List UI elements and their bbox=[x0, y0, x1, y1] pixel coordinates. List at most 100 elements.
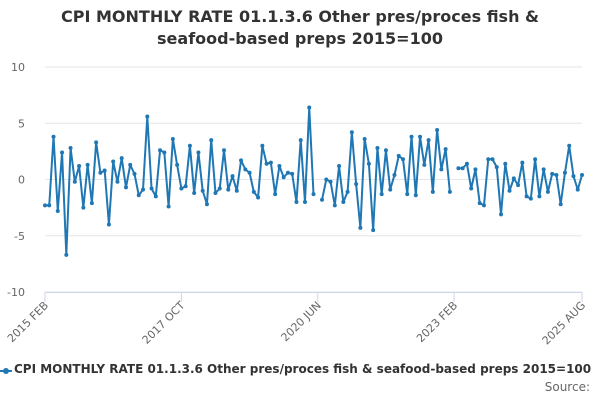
data-point bbox=[375, 146, 380, 150]
data-point bbox=[554, 173, 559, 177]
data-point bbox=[494, 165, 499, 170]
data-point bbox=[222, 148, 226, 153]
data-point bbox=[571, 174, 576, 179]
data-point bbox=[486, 157, 491, 162]
data-point bbox=[51, 134, 56, 139]
data-point bbox=[371, 228, 376, 233]
data-point bbox=[328, 179, 333, 184]
data-point bbox=[98, 170, 103, 175]
data-point bbox=[533, 157, 538, 162]
data-point bbox=[119, 156, 124, 161]
data-point bbox=[392, 173, 397, 177]
data-point bbox=[85, 162, 90, 167]
data-point bbox=[77, 164, 82, 168]
data-point bbox=[226, 187, 231, 192]
data-point bbox=[55, 209, 60, 213]
y-tick-label: -5 bbox=[14, 230, 25, 243]
data-point bbox=[511, 176, 516, 181]
data-point bbox=[469, 186, 474, 191]
data-point bbox=[273, 192, 278, 197]
data-point bbox=[239, 158, 244, 163]
data-point bbox=[396, 153, 401, 158]
data-point bbox=[260, 143, 265, 148]
y-axis: 10 5 0 -5 -10 bbox=[7, 61, 25, 299]
data-point bbox=[256, 195, 261, 200]
data-point bbox=[405, 192, 410, 197]
data-point bbox=[123, 185, 128, 190]
y-tick-label: 5 bbox=[18, 117, 25, 130]
data-point bbox=[68, 146, 73, 150]
data-point bbox=[213, 191, 218, 195]
data-point bbox=[516, 183, 521, 188]
data-point bbox=[277, 164, 282, 168]
data-point bbox=[43, 203, 47, 208]
data-point bbox=[332, 203, 337, 208]
source-label: Source: bbox=[544, 380, 590, 394]
x-tick-label: 2020 JUN bbox=[279, 299, 324, 344]
data-point bbox=[311, 192, 316, 197]
data-point bbox=[345, 189, 350, 194]
data-point bbox=[580, 173, 584, 177]
data-point bbox=[349, 130, 354, 135]
data-point bbox=[183, 184, 188, 189]
data-point bbox=[550, 171, 555, 176]
data-point bbox=[81, 205, 86, 210]
legend[interactable]: CPI MONTHLY RATE 01.1.3.6 Other pres/pro… bbox=[0, 362, 600, 380]
data-point bbox=[251, 189, 256, 194]
x-tick-label: 2015 FEB bbox=[5, 299, 51, 345]
data-point bbox=[388, 187, 393, 192]
data-point bbox=[175, 162, 180, 167]
data-point bbox=[162, 150, 167, 155]
data-point bbox=[149, 186, 154, 191]
data-point bbox=[102, 168, 107, 173]
data-point bbox=[307, 105, 312, 110]
data-point bbox=[217, 186, 222, 191]
data-point bbox=[285, 170, 290, 175]
legend-label[interactable]: CPI MONTHLY RATE 01.1.3.6 Other pres/pro… bbox=[14, 362, 592, 376]
data-point bbox=[294, 200, 299, 204]
data-point bbox=[383, 148, 388, 153]
data-point bbox=[567, 143, 572, 148]
data-point bbox=[341, 200, 346, 204]
y-tick-label: 0 bbox=[18, 174, 25, 187]
data-point bbox=[447, 189, 452, 194]
x-tick-label: 2017 OCT bbox=[140, 299, 188, 347]
data-point bbox=[426, 138, 431, 143]
data-point bbox=[47, 203, 52, 208]
data-point bbox=[115, 179, 120, 184]
chart-title-line-1: CPI MONTHLY RATE 01.1.3.6 Other pres/pro… bbox=[61, 7, 539, 26]
data-point bbox=[234, 188, 239, 193]
data-point bbox=[128, 162, 133, 167]
chart-title-line-2: seafood-based preps 2015=100 bbox=[157, 29, 443, 48]
data-point bbox=[499, 212, 504, 217]
data-point bbox=[379, 192, 384, 197]
data-point bbox=[524, 194, 529, 199]
data-point bbox=[443, 147, 448, 152]
x-tick-label: 2023 FEB bbox=[414, 299, 460, 345]
y-tick-label: 10 bbox=[11, 61, 25, 74]
data-point bbox=[464, 161, 469, 166]
data-point bbox=[200, 188, 205, 193]
data-point bbox=[264, 161, 269, 166]
data-point bbox=[302, 200, 307, 204]
data-point bbox=[481, 203, 486, 208]
data-point bbox=[145, 114, 150, 119]
data-point bbox=[111, 159, 116, 164]
data-point bbox=[230, 174, 235, 179]
data-point bbox=[64, 252, 69, 257]
data-point bbox=[422, 162, 427, 167]
data-point bbox=[435, 128, 440, 132]
data-point bbox=[247, 170, 252, 175]
data-point bbox=[60, 150, 65, 155]
data-point bbox=[94, 140, 99, 145]
data-point bbox=[290, 171, 295, 176]
data-point bbox=[401, 157, 405, 162]
data-point bbox=[366, 161, 371, 166]
series-path bbox=[44, 106, 583, 256]
data-point bbox=[337, 164, 342, 168]
data-point bbox=[281, 175, 286, 180]
data-point bbox=[187, 143, 192, 148]
series-line bbox=[44, 106, 583, 256]
chart-title: CPI MONTHLY RATE 01.1.3.6 Other pres/pro… bbox=[0, 6, 600, 50]
